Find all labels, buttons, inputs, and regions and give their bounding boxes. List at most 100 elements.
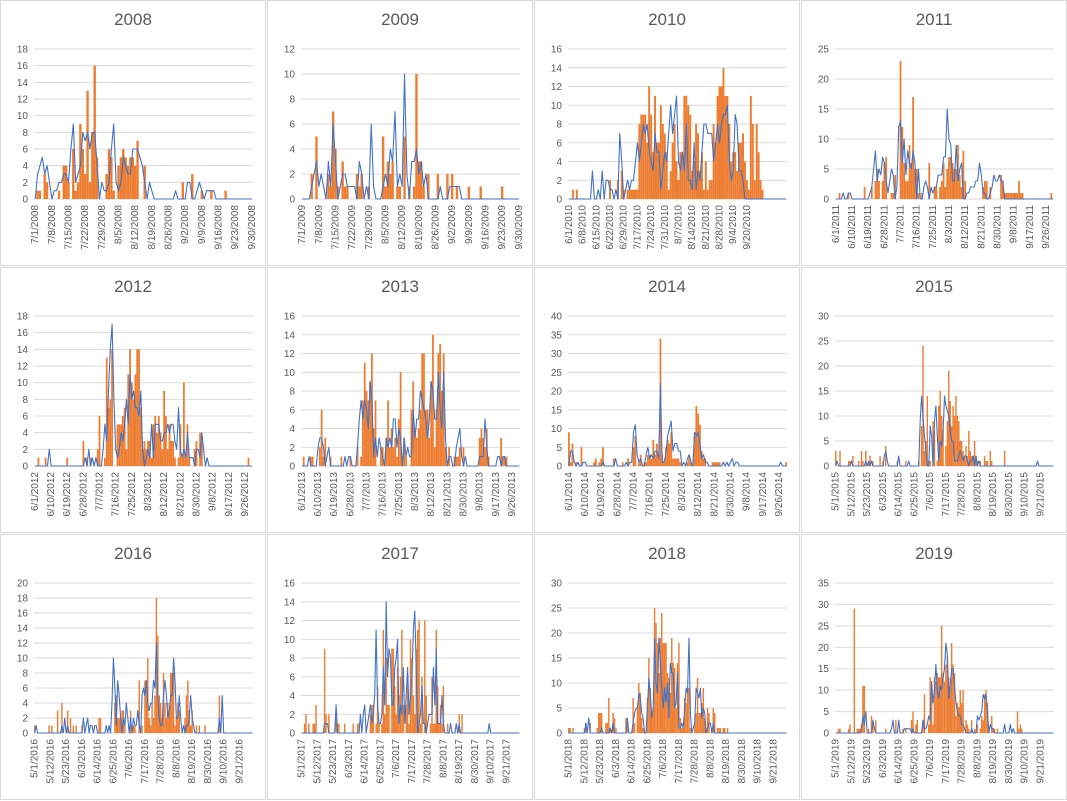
bar <box>655 142 658 199</box>
bar <box>874 181 877 199</box>
series-line <box>301 601 520 734</box>
bar <box>693 723 696 733</box>
bar <box>119 718 122 733</box>
y-tick-label: 10 <box>818 135 830 146</box>
y-tick-label: 16 <box>17 61 29 72</box>
y-tick-label: 12 <box>17 95 29 106</box>
bar <box>343 186 347 199</box>
x-tick-label: 6/28/2011 <box>879 205 890 249</box>
bar <box>96 449 99 466</box>
bar <box>955 715 957 733</box>
bar <box>981 715 983 733</box>
y-tick-label: 14 <box>284 597 296 608</box>
x-tick-label: 6/10/2011 <box>847 205 858 249</box>
bar <box>673 124 676 199</box>
bar <box>945 446 947 466</box>
x-tick-label: 6/1/2013 <box>297 472 308 511</box>
y-tick-label: 4 <box>22 161 28 172</box>
bar <box>394 686 396 733</box>
bar <box>415 74 418 199</box>
chart-svg: 0 2 4 6 8 10 12 14 16 6/1/2013 6/10/2013 6/19/2013 6… <box>284 312 520 517</box>
bar <box>983 456 986 466</box>
bar <box>572 728 574 733</box>
bar <box>191 174 194 199</box>
bar <box>950 643 953 733</box>
bar <box>759 180 762 199</box>
bar <box>403 136 406 199</box>
bar <box>716 728 719 733</box>
x-tick-label: 8/5/2008 <box>114 205 125 244</box>
bar <box>425 695 427 733</box>
bar <box>432 723 435 733</box>
bar <box>164 703 166 733</box>
bar <box>44 457 47 466</box>
y-tick-label: 30 <box>818 312 830 323</box>
x-tick-label: 6/14/2019 <box>894 739 905 784</box>
y-tick-label: 2 <box>22 178 28 189</box>
chart-title: 2011 <box>915 10 953 29</box>
bar <box>696 678 699 733</box>
bar <box>569 462 572 466</box>
bar <box>959 441 961 466</box>
y-tick-label: 6 <box>289 405 295 416</box>
bar <box>935 187 938 199</box>
x-tick-label: 9/10/2019 <box>1020 739 1031 784</box>
y-tick-label: 20 <box>17 579 29 590</box>
y-tick-label: 16 <box>17 328 29 339</box>
bar <box>467 186 471 199</box>
bar <box>945 664 947 733</box>
bar <box>716 462 719 466</box>
bar <box>655 443 658 466</box>
bar <box>862 685 864 733</box>
y-tick-label: 14 <box>17 624 29 635</box>
bar <box>172 673 175 733</box>
x-tick-label: 8/8/2019 <box>972 739 983 778</box>
x-tick-label: 7/8/2009 <box>314 205 325 244</box>
bar <box>387 400 389 466</box>
bar <box>302 456 305 466</box>
bar <box>455 186 459 199</box>
x-tick-label: 8/30/2013 <box>458 472 469 517</box>
x-tick-label: 6/3/2017 <box>344 739 355 778</box>
chart-panel-2019: 0 5 10 15 20 25 30 35 5/1/2019 5/12/2019 5/23/2019… <box>801 534 1067 800</box>
bar <box>367 400 370 466</box>
bar <box>650 458 653 466</box>
bar <box>378 723 380 733</box>
bar <box>905 461 907 466</box>
bar <box>328 714 330 733</box>
bar <box>910 163 913 199</box>
x-tick-label: 9/4/2010 <box>728 205 739 244</box>
bar <box>642 728 644 733</box>
chart-svg: 0 2 4 6 8 10 12 14 16 5/1/2017 5/12/2017 5/23/2017 6… <box>284 579 520 784</box>
x-tick-label: 9/30/2009 <box>514 205 525 250</box>
y-tick-label: 10 <box>17 378 29 389</box>
bar <box>609 728 611 733</box>
bar <box>693 161 696 199</box>
x-tick-label: 8/14/2010 <box>687 205 698 250</box>
x-tick-label: 9/8/2011 <box>1009 205 1020 244</box>
bar <box>305 714 307 733</box>
bar <box>438 723 440 733</box>
bar <box>938 677 940 733</box>
y-tick-label: 12 <box>284 616 296 627</box>
series-line <box>302 73 519 200</box>
bar <box>973 441 976 466</box>
bar <box>658 673 660 733</box>
bar <box>677 458 680 466</box>
bar <box>711 462 714 466</box>
y-tick-label: 8 <box>289 387 295 398</box>
y-tick-label: 18 <box>17 594 29 605</box>
bar <box>141 449 144 466</box>
bar <box>480 428 483 466</box>
x-tick-label: 7/6/2015 <box>925 472 936 511</box>
bar <box>958 707 960 733</box>
series-line <box>835 642 1054 734</box>
bar <box>594 458 597 466</box>
x-tick-label: 9/10/2018 <box>753 739 764 784</box>
bar <box>666 673 669 733</box>
bar <box>218 695 221 733</box>
bar <box>424 409 427 466</box>
bar <box>648 454 651 466</box>
x-tick-label: 8/28/2010 <box>715 205 726 250</box>
bar <box>716 95 719 199</box>
